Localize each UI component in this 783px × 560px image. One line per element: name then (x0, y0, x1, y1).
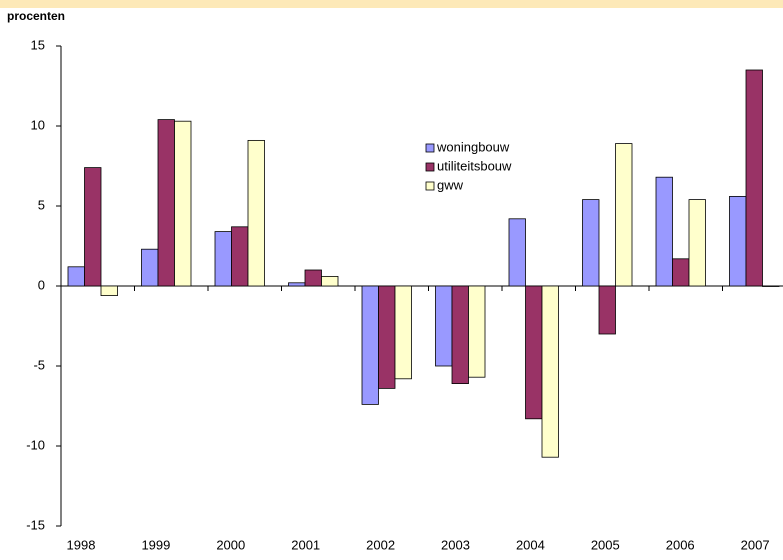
bar (598, 285, 616, 335)
bar (451, 285, 469, 384)
legend-swatch (425, 181, 435, 191)
x-tick-label: 2002 (366, 537, 395, 552)
y-axis-label: procenten (7, 9, 65, 23)
bar (141, 248, 159, 287)
y-tick-label: 15 (31, 37, 45, 52)
x-tick-label: 1998 (67, 537, 96, 552)
bar (321, 275, 339, 287)
y-tick-label: 10 (31, 117, 45, 132)
legend-swatch (425, 162, 435, 172)
bar (655, 176, 673, 287)
bar (288, 282, 306, 287)
x-tick-label: 2006 (666, 537, 695, 552)
bar (378, 285, 396, 389)
bar (729, 195, 747, 287)
x-tick-label: 2007 (741, 537, 770, 552)
bar (541, 285, 559, 458)
bar (361, 285, 379, 405)
bar (672, 258, 690, 287)
x-tick-label: 2003 (441, 537, 470, 552)
bar (231, 226, 249, 287)
bar (214, 231, 232, 287)
y-tick-label: -10 (26, 437, 45, 452)
bar (525, 285, 543, 420)
bar (762, 285, 780, 287)
bar (67, 266, 85, 287)
y-tick-label: 0 (38, 277, 45, 292)
legend-label: gww (437, 177, 464, 192)
bar (688, 199, 706, 287)
legend-swatch (425, 143, 435, 153)
bar (615, 143, 633, 287)
bar (468, 285, 486, 378)
bar (84, 167, 102, 287)
legend-label: woningbouw (436, 139, 510, 154)
y-tick-label: 5 (38, 197, 45, 212)
x-tick-label: 2005 (591, 537, 620, 552)
bar (394, 285, 412, 380)
bar (435, 285, 453, 367)
x-tick-label: 2004 (516, 537, 545, 552)
bar (508, 218, 526, 287)
bar (247, 139, 265, 287)
bar (100, 285, 118, 297)
y-tick-label: -5 (33, 357, 45, 372)
x-tick-label: 2000 (216, 537, 245, 552)
bar (745, 69, 763, 287)
bar (157, 119, 175, 287)
legend-label: utiliteitsbouw (437, 158, 512, 173)
x-tick-label: 2001 (291, 537, 320, 552)
y-tick-label: -15 (26, 517, 45, 532)
bar (582, 199, 600, 287)
bar (304, 269, 322, 287)
bar (174, 120, 192, 287)
top-band (0, 0, 783, 8)
x-tick-label: 1999 (141, 537, 170, 552)
